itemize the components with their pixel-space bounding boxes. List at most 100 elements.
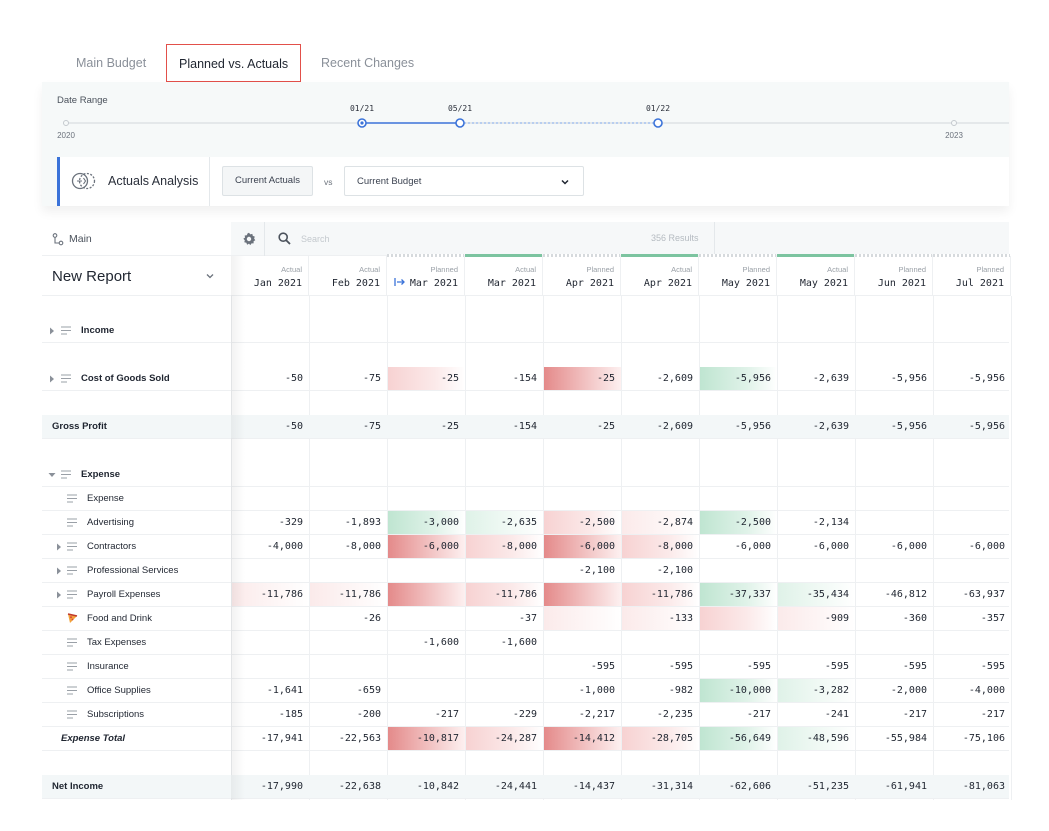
table-cell[interactable] bbox=[388, 679, 465, 702]
table-cell[interactable] bbox=[388, 559, 465, 582]
table-row[interactable]: Office Supplies -1,641 -659 -1,000 -982 -10,0… bbox=[42, 679, 1009, 703]
table-cell[interactable]: -200 bbox=[356, 709, 381, 720]
table-cell[interactable] bbox=[544, 487, 621, 510]
table-cell[interactable]: -154 bbox=[512, 421, 537, 432]
table-cell[interactable]: -2,639 bbox=[812, 373, 849, 384]
table-cell[interactable]: -4,000 bbox=[968, 685, 1005, 696]
expand-arrow-icon[interactable] bbox=[56, 543, 62, 551]
table-cell[interactable]: -37 bbox=[518, 613, 537, 624]
table-cell[interactable]: -6,000 bbox=[812, 541, 849, 552]
table-cell[interactable]: -2,100 bbox=[578, 565, 615, 576]
table-cell[interactable]: -63,937 bbox=[962, 589, 1005, 600]
table-cell[interactable]: -2,639 bbox=[812, 421, 849, 432]
table-cell[interactable] bbox=[232, 463, 309, 486]
table-cell[interactable] bbox=[778, 463, 855, 486]
table-cell[interactable] bbox=[778, 631, 855, 654]
table-cell[interactable] bbox=[700, 607, 777, 630]
table-cell[interactable]: -37,337 bbox=[700, 583, 777, 606]
table-cell[interactable] bbox=[700, 463, 777, 486]
table-row[interactable]: Insurance -595 -595 -595 -595 -595 -595 bbox=[42, 655, 1009, 679]
table-cell[interactable]: -2,609 bbox=[656, 373, 693, 384]
table-cell[interactable] bbox=[622, 319, 699, 342]
column-header[interactable]: Planned Apr 2021 bbox=[543, 254, 621, 296]
table-cell[interactable]: -2,500 bbox=[544, 511, 621, 534]
table-cell[interactable]: -50 bbox=[284, 373, 303, 384]
table-cell[interactable]: -24,287 bbox=[466, 727, 543, 750]
table-row[interactable]: Expense Total -17,941 -22,563 -10,817 -24,28… bbox=[42, 727, 1009, 751]
table-cell[interactable]: -56,649 bbox=[700, 727, 777, 750]
table-cell[interactable]: -55,984 bbox=[884, 733, 927, 744]
table-cell[interactable]: -1,600 bbox=[422, 637, 459, 648]
table-cell[interactable] bbox=[310, 631, 387, 654]
table-cell[interactable]: -50 bbox=[284, 421, 303, 432]
table-row[interactable]: Net Income -17,990 -22,638 -10,842 -24,441 -1… bbox=[42, 775, 1009, 799]
table-cell[interactable] bbox=[856, 559, 933, 582]
table-cell[interactable] bbox=[232, 607, 309, 630]
table-cell[interactable]: -154 bbox=[512, 373, 537, 384]
table-cell[interactable] bbox=[544, 583, 621, 606]
expand-arrow-icon[interactable] bbox=[56, 591, 62, 599]
table-cell[interactable]: -982 bbox=[668, 685, 693, 696]
table-cell[interactable]: -2,217 bbox=[578, 709, 615, 720]
table-cell[interactable] bbox=[622, 463, 699, 486]
table-cell[interactable]: -24,441 bbox=[494, 781, 537, 792]
table-cell[interactable]: -11,786 bbox=[232, 583, 309, 606]
table-cell[interactable]: -11,786 bbox=[622, 583, 699, 606]
table-cell[interactable]: -6,000 bbox=[734, 541, 771, 552]
table-cell[interactable]: -5,956 bbox=[968, 373, 1005, 384]
table-row[interactable]: Expense bbox=[42, 487, 1009, 511]
table-cell[interactable] bbox=[232, 559, 309, 582]
table-cell[interactable]: -17,990 bbox=[260, 781, 303, 792]
search-input[interactable] bbox=[301, 232, 601, 246]
table-cell[interactable]: -357 bbox=[980, 613, 1005, 624]
column-header[interactable]: Actual Feb 2021 bbox=[309, 256, 387, 296]
table-cell[interactable]: -1,641 bbox=[266, 685, 303, 696]
column-header[interactable]: Planned Jun 2021 bbox=[855, 254, 933, 296]
table-cell[interactable]: -217 bbox=[902, 709, 927, 720]
table-cell[interactable]: -75 bbox=[362, 373, 381, 384]
table-cell[interactable]: -4,000 bbox=[266, 541, 303, 552]
table-cell[interactable] bbox=[934, 511, 1011, 534]
table-cell[interactable] bbox=[544, 463, 621, 486]
table-cell[interactable]: -5,956 bbox=[968, 421, 1005, 432]
table-cell[interactable]: -5,956 bbox=[890, 421, 927, 432]
table-cell[interactable] bbox=[778, 559, 855, 582]
table-cell[interactable] bbox=[544, 319, 621, 342]
table-cell[interactable]: -595 bbox=[746, 661, 771, 672]
tab-recent-changes[interactable]: Recent Changes bbox=[321, 56, 415, 70]
table-cell[interactable] bbox=[232, 487, 309, 510]
table-cell[interactable]: -8,000 bbox=[466, 535, 543, 558]
table-cell[interactable]: -2,000 bbox=[890, 685, 927, 696]
table-cell[interactable]: -22,638 bbox=[338, 781, 381, 792]
table-cell[interactable] bbox=[622, 487, 699, 510]
table-cell[interactable] bbox=[466, 559, 543, 582]
table-cell[interactable] bbox=[232, 631, 309, 654]
table-cell[interactable] bbox=[700, 631, 777, 654]
table-cell[interactable] bbox=[310, 319, 387, 342]
table-cell[interactable] bbox=[778, 319, 855, 342]
table-cell[interactable]: -2,235 bbox=[656, 709, 693, 720]
column-header[interactable]: Actual Apr 2021 bbox=[621, 254, 699, 296]
table-cell[interactable]: -595 bbox=[590, 661, 615, 672]
table-cell[interactable]: -595 bbox=[668, 661, 693, 672]
table-cell[interactable] bbox=[934, 559, 1011, 582]
table-cell[interactable]: -5,956 bbox=[890, 373, 927, 384]
table-cell[interactable]: -17,941 bbox=[260, 733, 303, 744]
table-cell[interactable]: -48,596 bbox=[778, 727, 855, 750]
table-cell[interactable]: -2,635 bbox=[466, 511, 543, 534]
column-header[interactable]: Actual Jan 2021 bbox=[231, 256, 309, 296]
table-cell[interactable] bbox=[622, 631, 699, 654]
column-header[interactable]: Planned May 2021 bbox=[699, 254, 777, 296]
table-cell[interactable]: -185 bbox=[278, 709, 303, 720]
table-cell[interactable]: -595 bbox=[902, 661, 927, 672]
table-cell[interactable]: -35,434 bbox=[778, 583, 855, 606]
table-cell[interactable]: -61,941 bbox=[884, 781, 927, 792]
column-header[interactable]: Actual Mar 2021 bbox=[465, 254, 543, 296]
table-row[interactable]: Tax Expenses -1,600 -1,600 bbox=[42, 631, 1009, 655]
table-cell[interactable]: -133 bbox=[622, 607, 699, 630]
table-cell[interactable] bbox=[856, 487, 933, 510]
table-cell[interactable] bbox=[310, 463, 387, 486]
column-header[interactable]: Actual May 2021 bbox=[777, 254, 855, 296]
table-cell[interactable] bbox=[466, 463, 543, 486]
table-cell[interactable] bbox=[934, 487, 1011, 510]
